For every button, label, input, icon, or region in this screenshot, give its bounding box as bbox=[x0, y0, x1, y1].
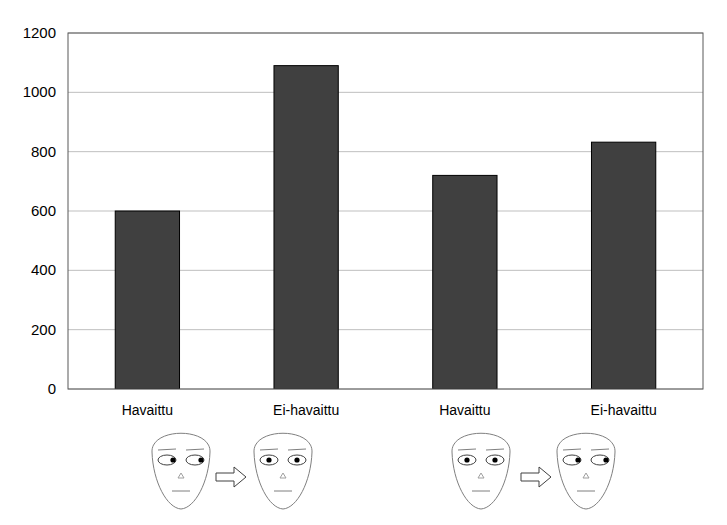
y-tick-label: 200 bbox=[31, 321, 56, 338]
bar bbox=[274, 66, 338, 389]
arrow-icon bbox=[216, 467, 246, 487]
x-tick-label: Havaittu bbox=[122, 402, 173, 418]
x-tick-label: Ei-havaittu bbox=[273, 402, 339, 418]
y-tick-label: 800 bbox=[31, 143, 56, 160]
y-tick-label: 0 bbox=[48, 380, 56, 397]
chart-svg: 0 200 400 600 800 1000 1200 Havaittu Ei-havaittu… bbox=[0, 0, 727, 525]
bar bbox=[115, 211, 179, 389]
face-icon bbox=[452, 433, 510, 509]
y-tick-label: 1200 bbox=[23, 24, 56, 41]
grid-line bbox=[68, 92, 703, 93]
y-tick-label: 600 bbox=[31, 202, 56, 219]
y-tick-label: 1000 bbox=[23, 83, 56, 100]
face-icon bbox=[152, 433, 210, 509]
plot-frame bbox=[68, 33, 703, 389]
y-tick-label: 400 bbox=[31, 261, 56, 278]
bars bbox=[115, 66, 656, 389]
face-icon bbox=[557, 433, 615, 509]
bar bbox=[591, 142, 655, 389]
arrow-icon bbox=[521, 467, 551, 487]
chart-container: 0 200 400 600 800 1000 1200 Havaittu Ei-havaittu… bbox=[0, 0, 727, 525]
x-tick-label: Havaittu bbox=[439, 402, 490, 418]
bar bbox=[433, 175, 497, 389]
face-icon bbox=[254, 433, 312, 509]
x-tick-label: Ei-havaittu bbox=[591, 402, 657, 418]
